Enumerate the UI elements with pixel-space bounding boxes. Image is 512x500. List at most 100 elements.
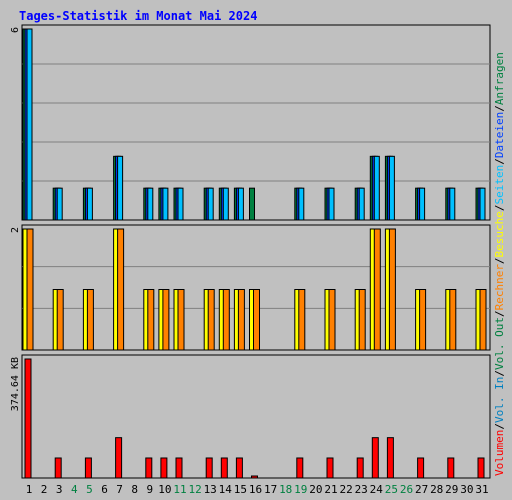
x-tick-label: 11 bbox=[173, 483, 186, 496]
x-tick-label: 10 bbox=[158, 483, 171, 496]
bar-rechner-day-31 bbox=[479, 289, 487, 351]
bar-rechner-day-21 bbox=[328, 289, 336, 351]
bar-rechner-day-3 bbox=[56, 289, 64, 351]
legend-entry: Besuche bbox=[493, 211, 506, 257]
x-tick-label: 20 bbox=[309, 483, 322, 496]
panel-volume: 374.64 KB bbox=[10, 354, 491, 479]
bar-seiten-day-21 bbox=[328, 187, 335, 221]
bar-rechner-day-13 bbox=[207, 289, 215, 351]
bar-seiten-day-13 bbox=[207, 187, 214, 221]
legend-text: Volumen/Vol. In/Vol. Out/Rechner/Besuche… bbox=[493, 52, 506, 476]
bar-seiten-day-1 bbox=[26, 28, 33, 221]
bar-rechner-day-14 bbox=[222, 289, 230, 351]
x-tick-label: 5 bbox=[86, 483, 93, 496]
series-rechner bbox=[26, 228, 487, 351]
bar-rechner-day-23 bbox=[358, 289, 366, 351]
panel-requests-files: 6 bbox=[10, 24, 491, 221]
bar-seiten-day-27 bbox=[419, 187, 426, 221]
bar-volumen-day-3 bbox=[54, 457, 62, 479]
bar-seiten-day-24 bbox=[373, 155, 380, 221]
bar-seiten-day-23 bbox=[358, 187, 365, 221]
bar-rechner-day-1 bbox=[26, 228, 34, 351]
bar-rechner-day-10 bbox=[162, 289, 170, 351]
legend-entry: Rechner bbox=[493, 264, 506, 311]
x-tick-label: 2 bbox=[41, 483, 48, 496]
bar-seiten-day-15 bbox=[237, 187, 244, 221]
x-tick-label: 25 bbox=[385, 483, 398, 496]
bar-volumen-day-24 bbox=[371, 437, 379, 479]
bar-rechner-day-24 bbox=[373, 228, 381, 351]
x-tick-label: 30 bbox=[460, 483, 473, 496]
x-tick-label: 16 bbox=[249, 483, 262, 496]
legend-entry: / bbox=[493, 158, 506, 165]
y-axis-max-label: 6 bbox=[10, 27, 21, 33]
series-seiten bbox=[26, 28, 486, 221]
x-tick-label: 18 bbox=[279, 483, 292, 496]
x-tick-label: 22 bbox=[339, 483, 352, 496]
legend-entry: / bbox=[493, 105, 506, 112]
bar-seiten-day-29 bbox=[449, 187, 456, 221]
bar-volumen-day-1 bbox=[24, 358, 32, 479]
bar-rechner-day-25 bbox=[388, 228, 396, 351]
x-tick-label: 6 bbox=[101, 483, 108, 496]
x-tick-label: 9 bbox=[146, 483, 153, 496]
x-tick-label: 8 bbox=[131, 483, 138, 496]
bar-volumen-day-9 bbox=[145, 457, 153, 479]
x-tick-label: 24 bbox=[370, 483, 384, 496]
chart-title: Tages-Statistik im Monat Mai 2024 bbox=[19, 9, 257, 23]
bar-rechner-day-29 bbox=[449, 289, 457, 351]
legend-entry: / bbox=[493, 423, 506, 430]
legend-entry: / bbox=[493, 204, 506, 211]
x-tick-label: 27 bbox=[415, 483, 428, 496]
x-tick-label: 31 bbox=[475, 483, 488, 496]
bar-volumen-day-13 bbox=[205, 457, 213, 479]
legend-entry: Vol. In bbox=[493, 377, 506, 423]
bar-seiten-day-9 bbox=[147, 187, 154, 221]
x-tick-label: 29 bbox=[445, 483, 458, 496]
bar-anfragen-day-16 bbox=[249, 187, 255, 221]
x-tick-label: 1 bbox=[26, 483, 33, 496]
bar-rechner-day-7 bbox=[117, 228, 125, 351]
x-tick-label: 28 bbox=[430, 483, 443, 496]
legend-entry: Volumen bbox=[493, 430, 506, 476]
legend-entry: / bbox=[493, 310, 506, 317]
x-tick-label: 13 bbox=[204, 483, 217, 496]
x-tick-label: 26 bbox=[400, 483, 413, 496]
y-axis-max-label: 2 bbox=[10, 227, 21, 233]
bar-rechner-day-27 bbox=[419, 289, 427, 351]
x-tick-label: 23 bbox=[355, 483, 368, 496]
legend-entry: / bbox=[493, 257, 506, 264]
x-tick-label: 19 bbox=[294, 483, 307, 496]
bar-volumen-day-14 bbox=[220, 457, 228, 479]
bar-volumen-day-27 bbox=[417, 457, 425, 479]
x-axis-tick-labels: 1 2 3 4 5 6 7 8 9 10 11 12 13 14 15 16 17 18 19 20 21 22 23 24 2… bbox=[26, 483, 489, 496]
series-besuche bbox=[22, 228, 483, 351]
right-legend: Volumen/Vol. In/Vol. Out/Rechner/Besuche… bbox=[493, 52, 506, 476]
bar-seiten-day-7 bbox=[117, 155, 124, 221]
bar-seiten-day-25 bbox=[388, 155, 395, 221]
legend-entry: Seiten bbox=[493, 165, 506, 205]
panel-frame bbox=[21, 24, 491, 221]
bar-rechner-day-19 bbox=[298, 289, 306, 351]
bar-rechner-day-5 bbox=[86, 289, 94, 351]
bar-seiten-day-3 bbox=[56, 187, 63, 221]
x-tick-label: 14 bbox=[219, 483, 233, 496]
x-tick-label: 12 bbox=[188, 483, 201, 496]
bar-seiten-day-14 bbox=[222, 187, 229, 221]
x-tick-label: 15 bbox=[234, 483, 247, 496]
series-volumen bbox=[24, 358, 485, 479]
bar-volumen-day-25 bbox=[386, 437, 394, 479]
bar-volumen-day-10 bbox=[160, 457, 168, 479]
bar-volumen-day-15 bbox=[235, 457, 243, 479]
bar-seiten-day-11 bbox=[177, 187, 184, 221]
bar-volumen-day-5 bbox=[84, 457, 92, 479]
bar-volumen-day-31 bbox=[477, 457, 485, 479]
bar-volumen-day-29 bbox=[447, 457, 455, 479]
bar-volumen-day-16 bbox=[251, 475, 258, 479]
bar-rechner-day-9 bbox=[147, 289, 155, 351]
bar-volumen-day-7 bbox=[115, 437, 123, 479]
bar-seiten-day-19 bbox=[298, 187, 305, 221]
x-tick-label: 4 bbox=[71, 483, 78, 496]
bar-seiten-day-10 bbox=[162, 187, 169, 221]
x-tick-label: 17 bbox=[264, 483, 277, 496]
